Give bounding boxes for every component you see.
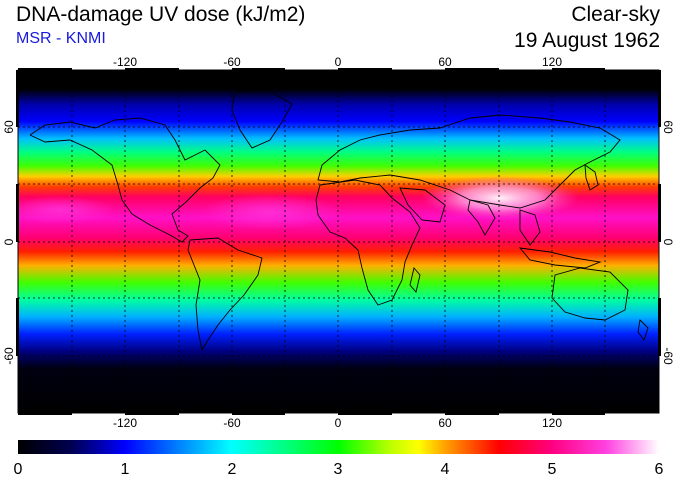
colorbar-tick-label: 2 <box>228 461 237 478</box>
map-date: 19 August 1962 <box>514 29 660 52</box>
lon-label-bottom: 60 <box>438 416 452 430</box>
colorbar-tick-label: 3 <box>334 461 343 478</box>
tibet-hotspot <box>420 176 580 220</box>
lon-label-top: 120 <box>542 55 562 69</box>
lon-label-bottom: 120 <box>542 416 562 430</box>
frame-ticks <box>16 68 661 415</box>
lat-label-right: 60 <box>661 120 675 134</box>
lat-label-right: -60 <box>661 347 675 365</box>
tick-left-3 <box>16 298 19 356</box>
lon-label-top: -60 <box>223 55 241 69</box>
tick-bottom-2 <box>125 412 179 415</box>
tick-right-3 <box>658 298 661 356</box>
lat-label-left: 0 <box>2 238 16 245</box>
coast-greenland <box>231 89 293 149</box>
coast-india <box>467 199 496 236</box>
source-label: MSR - KNMI <box>16 30 106 47</box>
tick-bottom-4 <box>338 412 392 415</box>
coast-new-zealand <box>637 319 649 341</box>
coast-madagascar <box>409 267 421 293</box>
colorbar-tick-label: 6 <box>655 461 664 478</box>
pink-band-atlantic <box>200 194 340 230</box>
colorbar-tick-label: 4 <box>441 461 450 478</box>
tick-bottom-5 <box>445 412 499 415</box>
coastlines <box>29 89 649 352</box>
coast-southeast-asia <box>519 209 541 246</box>
tick-top-5 <box>445 68 499 71</box>
tick-left-2 <box>16 184 19 242</box>
lon-label-top: 60 <box>438 55 452 69</box>
map-title: DNA-damage UV dose (kJ/m2) <box>16 3 306 26</box>
colorbar-tick-label: 0 <box>14 461 23 478</box>
tick-bottom-1 <box>18 412 72 415</box>
lon-label-bottom: 0 <box>335 416 342 430</box>
tick-bottom-6 <box>552 412 605 415</box>
tick-bottom-3 <box>232 412 285 415</box>
coast-indonesia <box>518 247 602 269</box>
lon-label-top: -120 <box>113 55 137 69</box>
lon-label-top: 0 <box>335 55 342 69</box>
tick-right-1 <box>658 70 661 127</box>
tick-left-1 <box>16 70 19 127</box>
lat-lon-grid <box>18 70 659 413</box>
tick-top-6 <box>552 68 605 71</box>
coast-australia <box>551 267 629 321</box>
map-field <box>18 70 659 413</box>
colorbar-tick-label: 5 <box>548 461 557 478</box>
colorbar-ticks: 0 1 2 3 4 5 6 <box>14 461 664 478</box>
lon-label-bottom: -120 <box>113 416 137 430</box>
tick-right-2 <box>658 184 661 242</box>
coast-south-america <box>187 237 263 352</box>
coast-arabia <box>399 187 446 223</box>
coast-europe <box>317 114 621 209</box>
coast-north-america <box>29 117 221 243</box>
lat-label-left: 60 <box>2 120 16 134</box>
tick-top-3 <box>232 68 285 71</box>
lat-label-right: 0 <box>661 239 675 246</box>
colorbar <box>18 440 659 454</box>
tick-top-1 <box>18 68 72 71</box>
tick-top-2 <box>125 68 179 71</box>
pink-band-pacific <box>18 196 115 224</box>
tick-top-4 <box>338 68 392 71</box>
sky-condition: Clear-sky <box>571 3 660 26</box>
lon-label-bottom: -60 <box>223 416 241 430</box>
lat-label-left: -60 <box>2 347 16 365</box>
colorbar-tick-label: 1 <box>121 461 130 478</box>
coast-japan <box>584 164 599 191</box>
